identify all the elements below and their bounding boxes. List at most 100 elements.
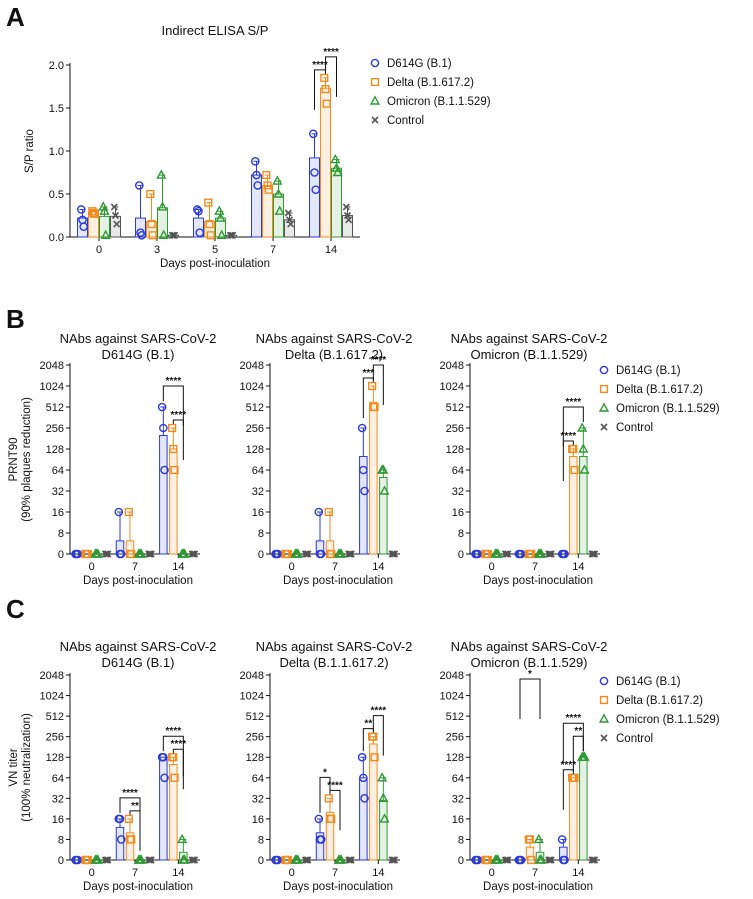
significance-label: *** <box>362 368 374 379</box>
significance-label: **** <box>323 47 339 58</box>
x-axis-label: Days post-inoculation <box>83 881 193 893</box>
data-point-cross <box>169 231 178 239</box>
cross-stroke <box>226 231 234 239</box>
y-tick-label: 16 <box>452 507 464 519</box>
x-tick-label: 7 <box>132 867 138 879</box>
significance-label: ** <box>131 801 139 812</box>
data-point-cross <box>301 550 310 558</box>
data-point-cross <box>303 856 311 864</box>
significance-bracket: ** <box>129 801 141 851</box>
bar <box>273 193 284 238</box>
y-tick-label: 64 <box>52 465 64 477</box>
cross-stroke <box>301 856 310 864</box>
cross-stroke <box>147 856 155 864</box>
cross-stroke <box>189 856 197 864</box>
bar <box>251 174 262 238</box>
significance-label: ** <box>574 726 582 737</box>
cross-stroke <box>101 856 110 864</box>
data-point-circle <box>160 465 169 475</box>
y-tick-label: 512 <box>46 402 64 414</box>
cross-stroke <box>504 550 512 558</box>
y-tick-label: 8 <box>58 528 64 540</box>
data-point-square <box>90 209 99 218</box>
y-axis-label: (90% plaques reduction) <box>21 397 33 522</box>
bar <box>569 777 578 861</box>
data-point-square <box>205 219 214 229</box>
significance-label: **** <box>561 431 577 442</box>
legend-label: Omicron (B.1.1.529) <box>387 96 491 108</box>
data-point-triangle <box>598 402 610 412</box>
data-point-square <box>527 549 536 559</box>
data-point-cross <box>590 856 599 864</box>
data-point-circle <box>557 835 567 844</box>
legend-label: Control <box>616 422 653 434</box>
x-tick-label: 7 <box>532 867 538 879</box>
y-tick-label: 256 <box>46 423 64 435</box>
cross-stroke <box>545 856 553 864</box>
data-point-triangle <box>492 854 503 864</box>
y-tick-label: 16 <box>252 507 264 519</box>
data-point-square <box>204 198 213 207</box>
data-point-square <box>148 231 157 240</box>
data-point-circle <box>359 773 368 783</box>
data-point-triangle <box>336 854 347 864</box>
data-point-square <box>321 84 330 94</box>
significance-bracket: **** <box>171 739 186 790</box>
data-point-triangle <box>536 854 547 864</box>
chart-title: Delta (B.1.617.2) <box>285 347 383 362</box>
y-tick-label: 1024 <box>440 691 464 703</box>
x-tick-label: 0 <box>289 561 295 573</box>
cross-stroke <box>103 550 111 558</box>
data-point-circle <box>250 157 260 166</box>
cross-stroke <box>371 116 379 124</box>
cross-stroke <box>190 856 199 864</box>
cross-stroke <box>547 550 555 558</box>
bracket-line <box>372 364 384 405</box>
cross-stroke <box>303 550 311 558</box>
data-point-circle <box>308 129 318 139</box>
data-point-triangle <box>332 166 343 177</box>
data-point-cross <box>229 231 237 239</box>
data-point-cross <box>371 116 379 124</box>
cross-stroke <box>301 550 310 558</box>
data-point-circle <box>77 205 86 214</box>
cross-stroke <box>147 550 155 558</box>
data-point-square <box>322 99 331 108</box>
data-point-square <box>527 855 536 865</box>
x-axis-label: Days post-inoculation <box>83 575 193 587</box>
y-tick-label: 512 <box>46 711 64 723</box>
significance-bracket: **** <box>561 431 577 481</box>
data-point-cross <box>545 550 553 558</box>
cross-stroke <box>304 856 312 864</box>
cross-stroke <box>589 550 597 558</box>
data-point-cross <box>146 550 154 558</box>
data-point-cross <box>101 550 110 558</box>
significance-bracket: * <box>319 767 331 813</box>
cross-stroke <box>284 209 292 217</box>
data-point-triangle <box>158 229 169 239</box>
data-point-cross <box>101 856 110 864</box>
data-point-cross <box>390 856 399 864</box>
y-tick-label: 256 <box>246 732 264 744</box>
data-point-cross <box>304 856 312 864</box>
data-point-cross <box>389 550 397 558</box>
data-point-cross <box>503 550 511 558</box>
data-point-triangle <box>292 548 303 558</box>
cross-stroke <box>227 231 236 239</box>
data-point-triangle <box>292 854 303 864</box>
y-tick-label: 2048 <box>440 360 464 372</box>
chart-title: Delta (B.1.1.617.2) <box>279 655 388 670</box>
y-tick-label: 512 <box>446 402 464 414</box>
y-tick-label: 128 <box>246 444 264 456</box>
y-tick-label: 2048 <box>240 360 264 372</box>
x-axis-label: Days post-inoculation <box>283 575 393 587</box>
data-point-cross <box>347 550 355 558</box>
data-point-circle <box>316 835 326 844</box>
data-point-square <box>370 753 379 762</box>
y-tick-label: 32 <box>452 793 464 805</box>
cross-stroke <box>303 856 311 864</box>
data-point-triangle <box>177 833 188 844</box>
